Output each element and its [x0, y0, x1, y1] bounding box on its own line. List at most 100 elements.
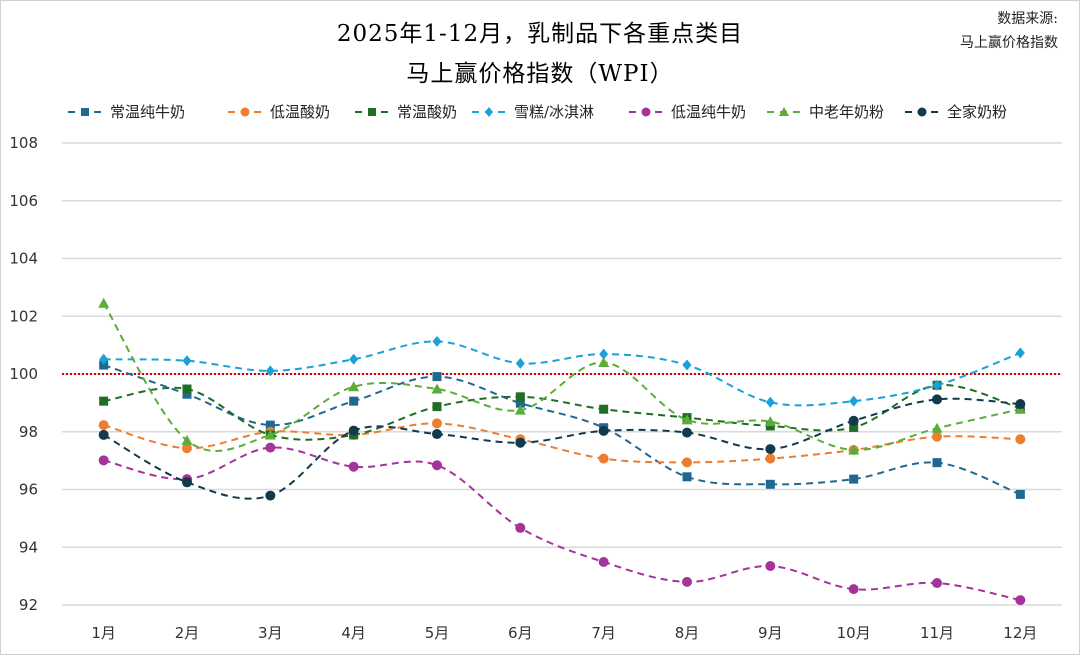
legend-label: 低温酸奶	[270, 103, 330, 121]
y-tick-label: 96	[19, 481, 38, 499]
data-point	[432, 418, 442, 429]
data-point	[682, 472, 692, 482]
y-tick-label: 92	[19, 596, 38, 614]
data-point	[515, 357, 525, 369]
data-point	[432, 460, 442, 471]
data-point	[765, 444, 776, 455]
x-tick-label: 8月	[675, 624, 700, 642]
legend-label: 低温纯牛奶	[671, 103, 746, 121]
data-point	[765, 479, 775, 489]
legend-marker	[641, 107, 651, 117]
x-tick-label: 1月	[91, 624, 116, 642]
y-tick-label: 100	[9, 365, 38, 383]
legend-label: 雪糕/冰淇淋	[514, 103, 594, 121]
data-point	[182, 384, 192, 394]
data-point	[348, 461, 359, 472]
data-point	[515, 522, 526, 533]
legend-marker	[240, 107, 250, 117]
data-point	[432, 402, 442, 412]
data-point	[98, 420, 109, 431]
data-point	[98, 455, 109, 466]
x-tick-label: 11月	[920, 624, 954, 642]
source-label: 数据来源:	[997, 11, 1058, 27]
data-point	[931, 422, 943, 433]
data-point	[599, 348, 609, 360]
x-tick-label: 6月	[508, 624, 533, 642]
data-point	[1015, 399, 1026, 410]
y-tick-label: 108	[9, 134, 38, 152]
data-point	[848, 584, 859, 595]
series-line	[102, 302, 1021, 452]
data-point	[599, 404, 609, 414]
source-name: 马上赢价格指数	[960, 35, 1058, 51]
data-point	[98, 297, 110, 308]
data-point	[515, 437, 526, 448]
data-point	[98, 429, 109, 440]
data-point	[932, 578, 942, 589]
data-point	[682, 427, 692, 438]
x-tick-label: 5月	[425, 624, 450, 642]
data-point	[349, 396, 359, 406]
data-point	[265, 490, 276, 501]
data-point	[264, 429, 276, 440]
data-point	[348, 381, 360, 392]
data-point	[432, 372, 442, 382]
chart-title: 2025年1-12月，乳制品下各重点类目	[336, 21, 744, 47]
legend-label: 全家奶粉	[947, 103, 1007, 121]
data-point	[932, 458, 942, 468]
series-line	[103, 446, 1021, 602]
data-point	[849, 395, 859, 407]
data-point	[431, 383, 443, 394]
data-point	[1015, 489, 1025, 499]
y-tick-label: 94	[19, 538, 38, 556]
data-point	[932, 394, 942, 405]
y-tick-label: 98	[19, 423, 38, 441]
data-point	[682, 457, 692, 468]
data-point	[598, 356, 610, 367]
data-point	[1015, 595, 1026, 606]
data-point	[181, 434, 193, 445]
legend-marker	[81, 108, 89, 116]
series-line	[103, 340, 1021, 407]
x-tick-label: 10月	[837, 624, 871, 642]
data-point	[182, 477, 192, 488]
data-point	[849, 474, 859, 484]
data-point	[182, 443, 192, 454]
x-tick-label: 7月	[591, 624, 616, 642]
data-point	[99, 396, 109, 406]
data-point	[765, 396, 775, 408]
legend-marker	[779, 107, 789, 116]
series-line	[103, 422, 1021, 464]
legend-label: 常温酸奶	[397, 103, 457, 121]
data-point	[432, 429, 442, 440]
data-point	[849, 422, 859, 432]
data-point	[765, 453, 776, 464]
legend-label: 中老年奶粉	[809, 103, 884, 121]
y-tick-label: 104	[9, 250, 38, 268]
data-point	[598, 453, 609, 464]
data-point	[682, 576, 692, 587]
series-line	[103, 384, 1021, 441]
data-point	[514, 404, 526, 415]
legend-marker	[917, 107, 927, 117]
data-point	[99, 353, 109, 365]
data-point	[932, 431, 942, 442]
data-point	[432, 335, 442, 347]
y-tick-label: 106	[9, 192, 38, 210]
x-tick-label: 2月	[175, 624, 200, 642]
y-tick-label: 102	[9, 307, 38, 325]
series-line	[103, 364, 1021, 496]
data-point	[765, 561, 776, 572]
data-point	[265, 442, 276, 453]
legend-label: 常温纯牛奶	[110, 103, 185, 121]
x-tick-label: 9月	[758, 624, 783, 642]
data-point	[932, 379, 942, 391]
data-point	[348, 425, 359, 436]
legend-marker	[485, 107, 493, 117]
data-point	[349, 353, 359, 365]
data-point	[265, 365, 275, 377]
data-point	[848, 444, 860, 455]
data-point	[848, 415, 859, 426]
x-tick-label: 4月	[341, 624, 366, 642]
